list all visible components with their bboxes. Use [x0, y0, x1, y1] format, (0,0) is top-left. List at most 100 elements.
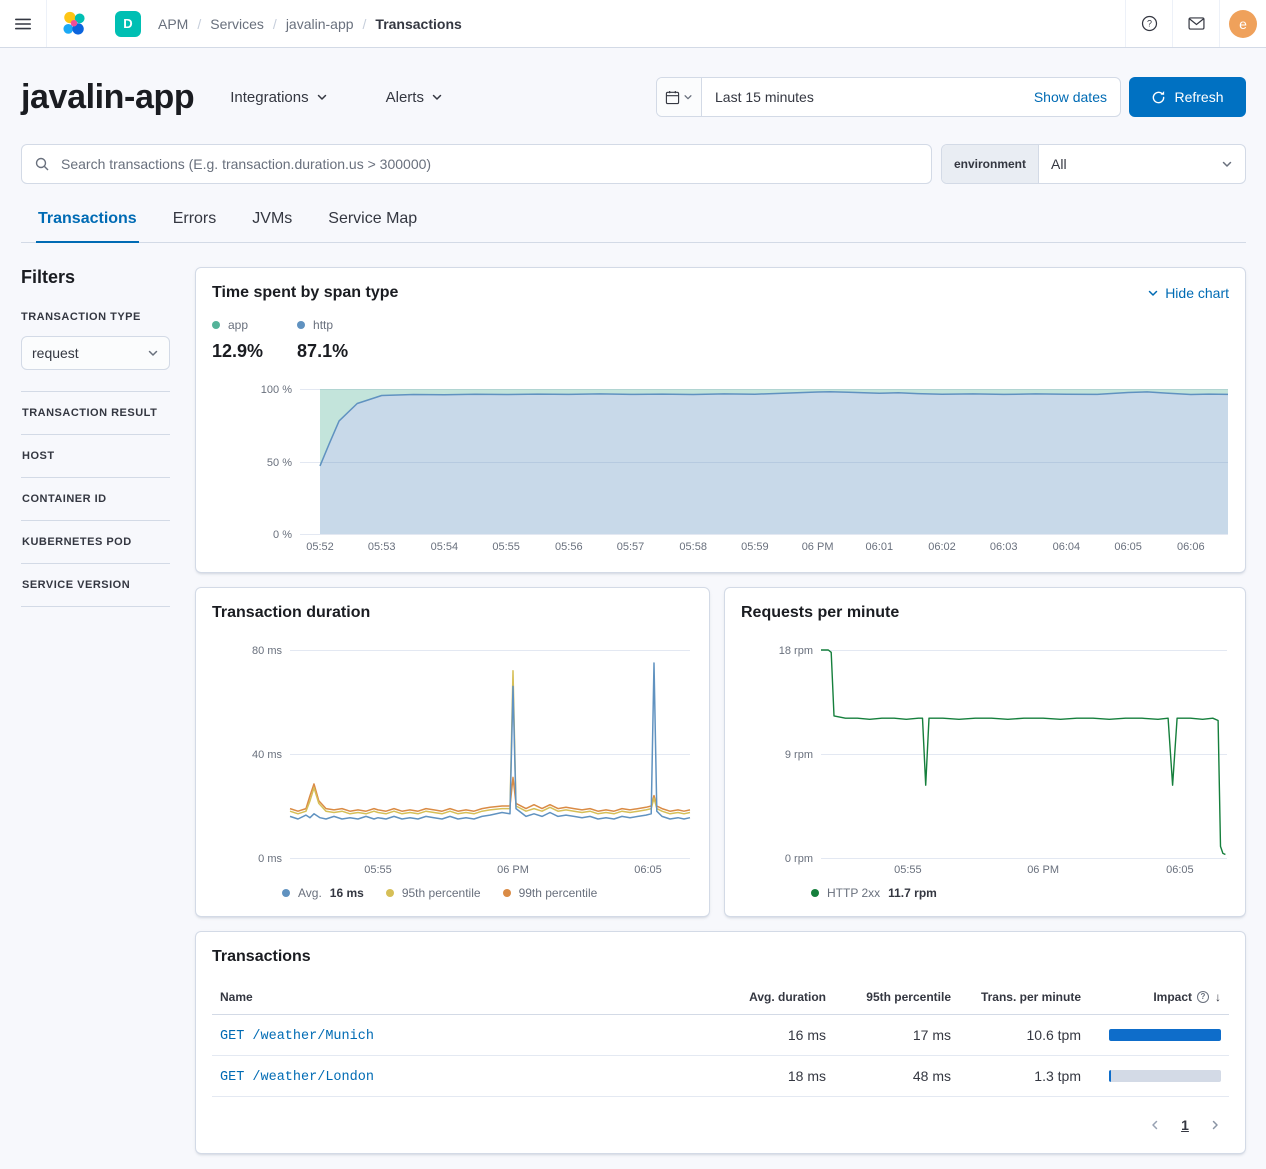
- table-header-row: Name Avg. duration 95th percentile Trans. p…: [212, 980, 1229, 1015]
- environment-label: environment: [942, 145, 1039, 183]
- legend-item-95th-percentile[interactable]: 95th percentile: [386, 886, 481, 900]
- search-icon: [34, 156, 50, 172]
- refresh-label: Refresh: [1174, 89, 1223, 105]
- legend-dot-icon: [212, 321, 220, 329]
- legend-value: 11.7 rpm: [888, 886, 937, 900]
- newsfeed-button[interactable]: [1172, 0, 1219, 47]
- integrations-dropdown[interactable]: Integrations: [230, 89, 327, 106]
- span-type-title: Time spent by span type: [212, 284, 398, 302]
- impact-bar-fill: [1109, 1029, 1221, 1041]
- svg-text:05:59: 05:59: [741, 541, 769, 553]
- cell-impact: [1089, 1015, 1229, 1056]
- search-input[interactable]: [59, 155, 919, 173]
- svg-text:05:55: 05:55: [364, 864, 392, 876]
- legend-item-app[interactable]: app: [212, 318, 263, 332]
- chevron-down-icon: [316, 91, 328, 103]
- legend-label: app: [228, 318, 248, 332]
- cell-trans-per-minute: 1.3 tpm: [959, 1056, 1089, 1097]
- column-header-impact[interactable]: Impact?↓: [1089, 980, 1229, 1015]
- legend-label: http: [313, 318, 333, 332]
- hide-chart-button[interactable]: Hide chart: [1147, 285, 1229, 301]
- transaction-type-select[interactable]: request: [21, 336, 170, 370]
- svg-text:06 PM: 06 PM: [497, 864, 529, 876]
- column-label: Avg. duration: [749, 990, 826, 1004]
- svg-text:05:55: 05:55: [894, 864, 922, 876]
- space-badge[interactable]: D: [115, 11, 141, 37]
- pagination: 1: [212, 1113, 1229, 1137]
- user-menu-button[interactable]: e: [1219, 0, 1266, 47]
- legend-label: 95th percentile: [402, 886, 481, 900]
- cell-impact: [1089, 1056, 1229, 1097]
- column-label: Trans. per minute: [981, 990, 1081, 1004]
- quick-select-menu-button[interactable]: [657, 78, 702, 116]
- hamburger-menu-button[interactable]: [0, 0, 47, 47]
- time-controls: Last 15 minutes Show dates Refresh: [656, 77, 1246, 117]
- legend-item-avg[interactable]: Avg.16 ms: [282, 886, 364, 900]
- chevron-down-icon: [147, 347, 159, 359]
- breadcrumb-item-transactions: Transactions: [375, 16, 461, 32]
- service-header: javalin-app Integrations Alerts Last 15 …: [0, 48, 1266, 121]
- requests-per-minute-chart[interactable]: 18 rpm9 rpm0 rpm05:5506 PM06:05: [741, 640, 1229, 878]
- previous-page-button[interactable]: [1143, 1113, 1167, 1137]
- transaction-duration-legend: Avg.16 ms 95th percentile 99th percentile: [282, 886, 693, 900]
- filter-section-kubernetes-pod[interactable]: KUBERNETES POD: [21, 520, 170, 563]
- column-header-95th-percentile[interactable]: 95th percentile: [834, 980, 959, 1015]
- elastic-logo-icon: [61, 11, 87, 37]
- legend-item-99th-percentile[interactable]: 99th percentile: [503, 886, 598, 900]
- tab-transactions[interactable]: Transactions: [36, 204, 139, 242]
- cell-95th-percentile: 48 ms: [834, 1056, 959, 1097]
- tab-jvms[interactable]: JVMs: [250, 204, 294, 242]
- legend-label: HTTP 2xx: [827, 886, 880, 900]
- breadcrumb-item-services[interactable]: Services: [210, 16, 264, 32]
- environment-select[interactable]: All: [1039, 145, 1245, 183]
- breadcrumb-item-apm[interactable]: APM: [158, 16, 188, 32]
- top-navigation-bar: D APM/Services/javalin-app/Transactions …: [0, 0, 1266, 48]
- svg-text:06 PM: 06 PM: [1027, 864, 1059, 876]
- svg-text:06:04: 06:04: [1053, 541, 1081, 553]
- chevron-left-icon: [1149, 1119, 1161, 1131]
- transaction-link[interactable]: GET /weather/Munich: [220, 1029, 374, 1044]
- help-icon: ?: [1197, 991, 1209, 1003]
- svg-text:18 rpm: 18 rpm: [779, 645, 813, 657]
- svg-text:0 rpm: 0 rpm: [785, 853, 813, 865]
- next-page-button[interactable]: [1203, 1113, 1227, 1137]
- impact-bar: [1109, 1070, 1221, 1082]
- svg-text:100 %: 100 %: [261, 384, 292, 396]
- alerts-label: Alerts: [386, 89, 424, 106]
- help-menu-button[interactable]: ?: [1125, 0, 1172, 47]
- legend-item-http[interactable]: http: [297, 318, 348, 332]
- filter-section-container-id[interactable]: CONTAINER ID: [21, 477, 170, 520]
- svg-text:06:05: 06:05: [1114, 541, 1142, 553]
- tab-service-map[interactable]: Service Map: [326, 204, 419, 242]
- filter-sections: TRANSACTION RESULTHOSTCONTAINER IDKUBERN…: [21, 391, 170, 607]
- page-number-1[interactable]: 1: [1173, 1113, 1197, 1137]
- show-dates-button[interactable]: Show dates: [1021, 78, 1120, 116]
- span-type-card: Time spent by span type Hide chart app12…: [195, 267, 1246, 573]
- column-header-trans-per-minute[interactable]: Trans. per minute: [959, 980, 1089, 1015]
- legend-item-http-2xx[interactable]: HTTP 2xx 11.7 rpm: [811, 886, 937, 900]
- table-row: GET /weather/Munich16 ms17 ms10.6 tpm: [212, 1015, 1229, 1056]
- filter-section-service-version[interactable]: SERVICE VERSION: [21, 563, 170, 606]
- filter-section-host[interactable]: HOST: [21, 434, 170, 477]
- transaction-duration-chart[interactable]: 80 ms40 ms0 ms05:5506 PM06:05: [212, 640, 693, 878]
- elastic-logo[interactable]: [47, 11, 101, 37]
- tab-errors[interactable]: Errors: [171, 204, 219, 242]
- column-header-name[interactable]: Name: [212, 980, 704, 1015]
- column-header-avg-duration[interactable]: Avg. duration: [704, 980, 834, 1015]
- alerts-dropdown[interactable]: Alerts: [386, 89, 443, 106]
- refresh-button[interactable]: Refresh: [1129, 77, 1246, 117]
- breadcrumb-separator: /: [363, 16, 367, 32]
- time-range-value[interactable]: Last 15 minutes: [702, 78, 1021, 116]
- filters-heading: Filters: [21, 267, 170, 288]
- time-range-picker: Last 15 minutes Show dates: [656, 77, 1121, 117]
- breadcrumb-item-javalin-app[interactable]: javalin-app: [286, 16, 354, 32]
- charts-row: Transaction duration 80 ms40 ms0 ms05:55…: [195, 587, 1246, 917]
- filter-section-transaction-result[interactable]: TRANSACTION RESULT: [21, 391, 170, 434]
- transaction-type-label: TRANSACTION TYPE: [21, 311, 170, 323]
- span-type-chart[interactable]: 100 %50 %0 %05:5205:5305:5405:5505:5605:…: [212, 380, 1229, 556]
- transaction-link[interactable]: GET /weather/London: [220, 1070, 374, 1085]
- column-label: Name: [220, 990, 253, 1004]
- tab-bar: Transactions Errors JVMs Service Map: [21, 204, 1246, 243]
- breadcrumb-separator: /: [273, 16, 277, 32]
- svg-text:06:01: 06:01: [866, 541, 894, 553]
